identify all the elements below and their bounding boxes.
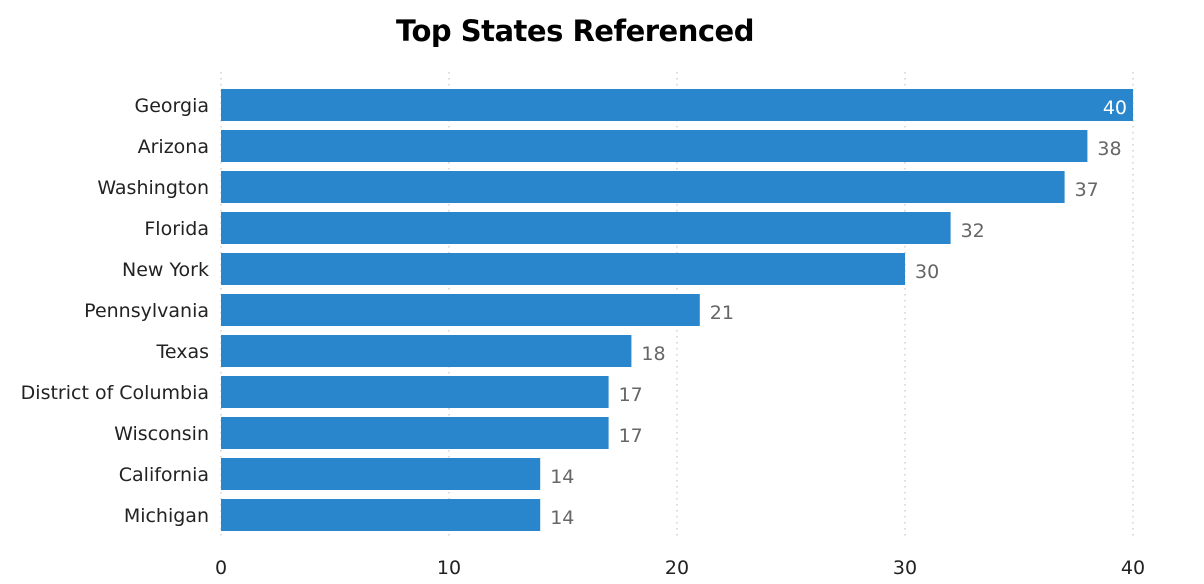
data-label: 38 <box>1097 138 1121 160</box>
category-label: New York <box>122 259 209 281</box>
x-axis-ticks: 0 10 20 30 40 <box>215 557 1145 579</box>
data-label: 40 <box>1103 97 1127 119</box>
category-label: Georgia <box>135 95 210 117</box>
category-labels: Georgia Arizona Washington Florida New York P… <box>21 95 209 527</box>
x-tick-label: 40 <box>1121 557 1145 579</box>
bars <box>221 89 1133 531</box>
category-label: Wisconsin <box>114 423 209 445</box>
bar <box>221 458 541 490</box>
bar <box>221 294 700 326</box>
x-tick-label: 0 <box>215 557 227 579</box>
bar <box>221 417 609 449</box>
chart-title: Top States Referenced <box>396 14 754 48</box>
category-label: Florida <box>144 218 209 240</box>
category-label: Arizona <box>138 136 209 158</box>
data-label: 21 <box>710 302 734 324</box>
x-tick-label: 30 <box>893 557 917 579</box>
bar <box>221 335 632 367</box>
category-label: Texas <box>155 341 209 363</box>
data-label: 14 <box>550 466 574 488</box>
bar <box>221 499 541 531</box>
data-label: 30 <box>915 261 939 283</box>
bar <box>221 171 1065 203</box>
bar <box>221 212 951 244</box>
bar <box>221 130 1088 162</box>
bar <box>221 89 1133 121</box>
category-label: Pennsylvania <box>84 300 209 322</box>
bar <box>221 376 609 408</box>
x-tick-label: 10 <box>437 557 461 579</box>
category-label: Washington <box>97 177 209 199</box>
x-tick-label: 20 <box>665 557 689 579</box>
data-label: 14 <box>550 507 574 529</box>
category-label: California <box>119 464 209 486</box>
data-label: 17 <box>619 384 643 406</box>
data-label: 32 <box>961 220 985 242</box>
category-label: Michigan <box>124 505 209 527</box>
data-label: 18 <box>641 343 665 365</box>
data-labels: 40 38 37 32 30 21 18 17 17 14 14 <box>550 97 1127 529</box>
bar <box>221 253 905 285</box>
data-label: 37 <box>1075 179 1099 201</box>
data-label: 17 <box>619 425 643 447</box>
category-label: District of Columbia <box>21 382 209 404</box>
